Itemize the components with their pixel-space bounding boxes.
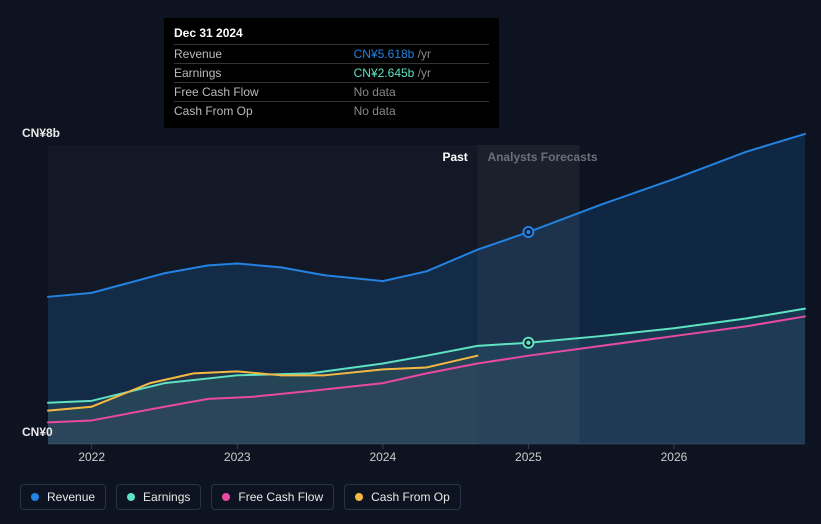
- chart-container: CN¥8b CN¥0 2022 2023 2024 2025 2026 Past Ana…: [0, 0, 821, 524]
- x-tick-label: 2025: [515, 450, 542, 464]
- tooltip-title: Dec 31 2024: [174, 26, 489, 40]
- legend-dot-icon: [355, 493, 363, 501]
- tooltip-row-label: Cash From Op: [174, 102, 354, 121]
- tooltip-row-label: Revenue: [174, 45, 354, 64]
- legend-item-cash-from-op[interactable]: Cash From Op: [344, 484, 461, 510]
- tooltip-row-label: Free Cash Flow: [174, 83, 354, 102]
- x-tick-label: 2023: [224, 450, 251, 464]
- y-axis-max-label: CN¥8b: [22, 126, 60, 140]
- region-label-forecast: Analysts Forecasts: [487, 150, 597, 164]
- legend-label: Revenue: [47, 490, 95, 504]
- tooltip-row-value: No data: [354, 102, 489, 121]
- x-tick-label: 2026: [661, 450, 688, 464]
- legend-item-revenue[interactable]: Revenue: [20, 484, 106, 510]
- legend-item-earnings[interactable]: Earnings: [116, 484, 201, 510]
- tooltip-row-label: Earnings: [174, 64, 354, 83]
- legend-label: Free Cash Flow: [238, 490, 323, 504]
- legend-dot-icon: [31, 493, 39, 501]
- hover-tooltip: Dec 31 2024 RevenueCN¥5.618b /yrEarnings…: [164, 18, 499, 128]
- legend-label: Cash From Op: [371, 490, 450, 504]
- tooltip-row: RevenueCN¥5.618b /yr: [174, 45, 489, 64]
- region-label-past: Past: [442, 150, 467, 164]
- x-tick-label: 2024: [369, 450, 396, 464]
- tooltip-row: Cash From OpNo data: [174, 102, 489, 121]
- tooltip-table: RevenueCN¥5.618b /yrEarningsCN¥2.645b /y…: [174, 44, 489, 120]
- legend-item-free-cash-flow[interactable]: Free Cash Flow: [211, 484, 334, 510]
- tooltip-row: Free Cash FlowNo data: [174, 83, 489, 102]
- chart-legend: Revenue Earnings Free Cash Flow Cash From O…: [20, 484, 461, 510]
- x-tick-label: 2022: [78, 450, 105, 464]
- tooltip-row-value: No data: [354, 83, 489, 102]
- tooltip-row-value: CN¥5.618b /yr: [354, 45, 489, 64]
- tooltip-row: EarningsCN¥2.645b /yr: [174, 64, 489, 83]
- y-axis-min-label: CN¥0: [22, 425, 53, 439]
- legend-label: Earnings: [143, 490, 190, 504]
- legend-dot-icon: [127, 493, 135, 501]
- legend-dot-icon: [222, 493, 230, 501]
- tooltip-row-value: CN¥2.645b /yr: [354, 64, 489, 83]
